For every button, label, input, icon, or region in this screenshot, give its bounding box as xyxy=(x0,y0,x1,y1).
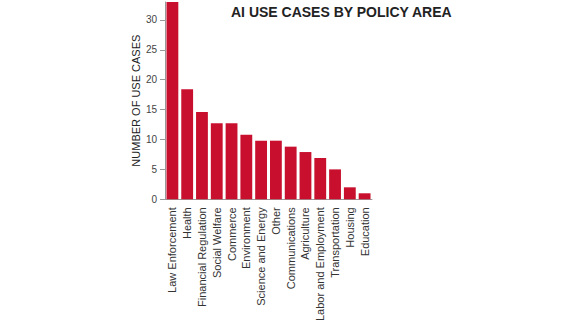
svg-text:5: 5 xyxy=(151,164,157,175)
svg-text:Labor and Employment: Labor and Employment xyxy=(314,207,326,321)
svg-text:Financial Regulation: Financial Regulation xyxy=(196,207,208,307)
svg-text:AI USE CASES BY POLICY AREA: AI USE CASES BY POLICY AREA xyxy=(231,4,452,20)
svg-text:10: 10 xyxy=(146,134,158,145)
svg-text:Environment: Environment xyxy=(240,207,252,269)
svg-text:25: 25 xyxy=(146,44,158,55)
svg-text:Other: Other xyxy=(270,207,282,235)
svg-text:Science and Energy: Science and Energy xyxy=(255,207,267,306)
svg-text:Social Welfare: Social Welfare xyxy=(211,207,223,278)
svg-text:Health: Health xyxy=(181,207,193,239)
svg-text:Housing: Housing xyxy=(344,207,356,247)
svg-text:NUMBER OF USE CASES: NUMBER OF USE CASES xyxy=(130,35,142,167)
svg-text:Education: Education xyxy=(359,207,371,256)
svg-text:0: 0 xyxy=(151,194,157,205)
svg-text:Transportation: Transportation xyxy=(329,207,341,278)
svg-text:Communications: Communications xyxy=(285,207,297,289)
svg-text:Law Enforcement: Law Enforcement xyxy=(166,207,178,293)
svg-text:Commerce: Commerce xyxy=(226,207,238,261)
svg-text:30: 30 xyxy=(146,14,158,25)
svg-text:20: 20 xyxy=(146,74,158,85)
svg-text:15: 15 xyxy=(146,104,158,115)
svg-text:Agriculture: Agriculture xyxy=(299,207,311,260)
